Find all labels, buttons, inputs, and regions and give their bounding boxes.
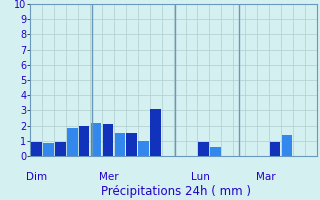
Text: Précipitations 24h ( mm ): Précipitations 24h ( mm ) [101, 186, 251, 198]
Bar [43, 143, 54, 156]
Bar [67, 128, 77, 156]
Bar [282, 135, 292, 156]
Bar [210, 147, 221, 156]
Bar [91, 123, 101, 156]
Bar [198, 142, 209, 156]
Text: Lun: Lun [191, 172, 209, 182]
Bar [55, 142, 66, 156]
Bar [115, 133, 125, 156]
Text: Mer: Mer [99, 172, 119, 182]
Bar [103, 124, 113, 156]
Text: Dim: Dim [26, 172, 47, 182]
Bar [31, 142, 42, 156]
Text: Mar: Mar [256, 172, 276, 182]
Bar [79, 126, 90, 156]
Bar [270, 142, 280, 156]
Bar [126, 133, 137, 156]
Bar [138, 141, 149, 156]
Bar [150, 109, 161, 156]
